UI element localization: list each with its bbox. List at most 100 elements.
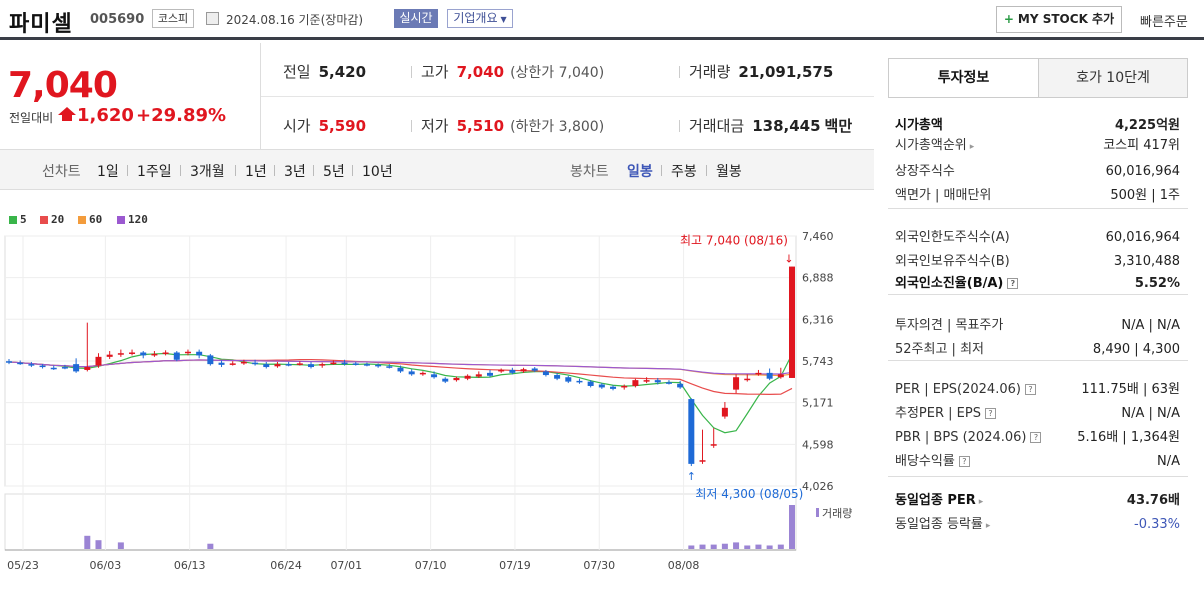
candle-weekly[interactable]: 주봉 bbox=[671, 164, 697, 180]
calendar-icon bbox=[206, 12, 219, 25]
candle-body bbox=[721, 407, 728, 417]
y-tick-label: 6,316 bbox=[802, 313, 834, 326]
market-badge: 코스피 bbox=[152, 9, 194, 28]
candle-body bbox=[173, 352, 180, 360]
invest-info-row: PER | EPS(2024.06)? 111.75배 | 63원 bbox=[895, 380, 1180, 400]
info-value: 43.76배 bbox=[1126, 493, 1180, 508]
stock-code: 005690 bbox=[90, 12, 145, 27]
candle-body bbox=[475, 374, 482, 377]
period-1y[interactable]: 1년 bbox=[245, 164, 267, 180]
price-chart[interactable]: 7,460 6,888 6,316 5,743 5,171 4,598 4,026 05/23… bbox=[0, 190, 874, 596]
help-icon[interactable]: ? bbox=[1030, 432, 1042, 443]
candle-body bbox=[17, 362, 24, 365]
info-value: 4,225억원 bbox=[1114, 118, 1180, 133]
period-3y[interactable]: 3년 bbox=[284, 164, 306, 180]
help-icon[interactable]: ? bbox=[984, 408, 996, 419]
candle-body bbox=[576, 380, 583, 383]
volume-bar bbox=[755, 544, 762, 549]
line-chart-label: 선차트 bbox=[42, 164, 81, 180]
up-arrow-icon: ↑ bbox=[687, 470, 696, 483]
candle-body bbox=[162, 352, 169, 354]
invest-info-row: 상장주식수 60,016,964 bbox=[895, 162, 1180, 182]
candle-body bbox=[486, 372, 493, 376]
candle-body bbox=[789, 266, 795, 378]
realtime-button[interactable]: 실시간 bbox=[394, 9, 438, 28]
volume-bar bbox=[95, 540, 102, 549]
candle-body bbox=[699, 460, 706, 462]
candle-monthly[interactable]: 월봉 bbox=[716, 164, 742, 180]
legend-swatch bbox=[9, 216, 17, 224]
quick-order-button[interactable]: 빠른주문 bbox=[1140, 15, 1188, 30]
current-price-panel: 7,040 전일대비 1,620 +29.89% bbox=[0, 43, 261, 150]
candle-body bbox=[386, 366, 393, 368]
period-5y[interactable]: 5년 bbox=[323, 164, 345, 180]
period-3m[interactable]: 3개월 bbox=[190, 164, 225, 180]
candle-body bbox=[129, 352, 136, 354]
candle-body bbox=[509, 369, 516, 373]
info-value: N/A bbox=[1157, 454, 1180, 469]
tab-orderbook[interactable]: 호가 10단계 bbox=[1038, 59, 1187, 97]
volume-bar bbox=[777, 544, 784, 549]
info-key: 동일업종 PER ▸ bbox=[895, 493, 984, 508]
add-mystock-button[interactable]: + MY STOCK 추가 bbox=[996, 6, 1122, 33]
invest-info-row[interactable]: 동일업종 등락률 ▸ -0.33% bbox=[895, 515, 1180, 535]
candle-body bbox=[330, 362, 337, 365]
company-overview-label: 기업개요 bbox=[453, 11, 498, 25]
info-key: 배당수익률? bbox=[895, 452, 970, 472]
info-value: -0.33% bbox=[1134, 517, 1180, 532]
candle-body bbox=[184, 351, 191, 354]
info-key: 추정PER | EPS? bbox=[895, 404, 996, 424]
candle-body bbox=[677, 383, 684, 388]
volume-bar bbox=[766, 545, 773, 549]
volume-bar bbox=[688, 545, 695, 549]
candle-body bbox=[352, 363, 359, 365]
candle-body bbox=[140, 352, 147, 356]
candle-body bbox=[587, 381, 594, 386]
legend-swatch bbox=[40, 216, 48, 224]
candle-body bbox=[151, 353, 158, 356]
section-divider bbox=[888, 208, 1188, 209]
candle-body bbox=[28, 364, 35, 366]
row-divider bbox=[261, 96, 874, 97]
legend-label: 120 bbox=[128, 213, 148, 226]
company-overview-dropdown[interactable]: 기업개요 ▼ bbox=[447, 9, 513, 28]
legend-ma5: 5 bbox=[9, 213, 27, 226]
info-key: 투자의견 | 목표주가 bbox=[895, 318, 1004, 333]
info-key: 외국인소진율(B/A)? bbox=[895, 274, 1019, 294]
candle-body bbox=[50, 367, 57, 370]
candle-body bbox=[296, 363, 303, 365]
help-icon[interactable]: ? bbox=[1007, 278, 1019, 289]
chevron-right-icon: ▸ bbox=[969, 142, 975, 152]
y-tick-label: 4,026 bbox=[802, 480, 834, 493]
candle-body bbox=[755, 372, 762, 375]
period-10y[interactable]: 10년 bbox=[362, 164, 393, 180]
legend-label: 60 bbox=[89, 213, 103, 226]
ma-line bbox=[8, 352, 793, 434]
candle-body bbox=[95, 356, 102, 366]
x-tick-label: 07/10 bbox=[415, 559, 447, 572]
volume-frame bbox=[4, 493, 797, 551]
invest-info-row: 외국인한도주식수(A) 60,016,964 bbox=[895, 228, 1180, 248]
period-1w[interactable]: 1주일 bbox=[137, 164, 172, 180]
invest-info-row[interactable]: 시가총액순위 ▸ 코스피 417위 bbox=[895, 136, 1180, 156]
legend-ma60: 60 bbox=[78, 213, 102, 226]
info-value: N/A | N/A bbox=[1121, 406, 1180, 421]
candle-body bbox=[744, 378, 751, 381]
low-price: 저가 5,510 (하한가 3,800) bbox=[421, 115, 604, 136]
help-icon[interactable]: ? bbox=[1024, 384, 1036, 395]
candle-body bbox=[263, 364, 270, 368]
tab-invest-info[interactable]: 투자정보 bbox=[889, 59, 1038, 97]
ma-line bbox=[8, 358, 793, 395]
candle-body bbox=[777, 374, 784, 378]
open-value: 5,590 bbox=[318, 117, 367, 135]
volume-bar bbox=[699, 544, 706, 549]
candle-body bbox=[397, 367, 404, 372]
invest-info-row: 외국인소진율(B/A)? 5.52% bbox=[895, 274, 1180, 294]
help-icon[interactable]: ? bbox=[958, 456, 970, 467]
period-1d[interactable]: 1일 bbox=[97, 164, 119, 180]
candle-daily[interactable]: 일봉 bbox=[627, 164, 653, 180]
candle-body bbox=[520, 369, 527, 372]
invest-info-row[interactable]: 동일업종 PER ▸ 43.76배 bbox=[895, 491, 1180, 511]
legend-label: 20 bbox=[51, 213, 65, 226]
up-arrow-icon bbox=[58, 107, 76, 115]
